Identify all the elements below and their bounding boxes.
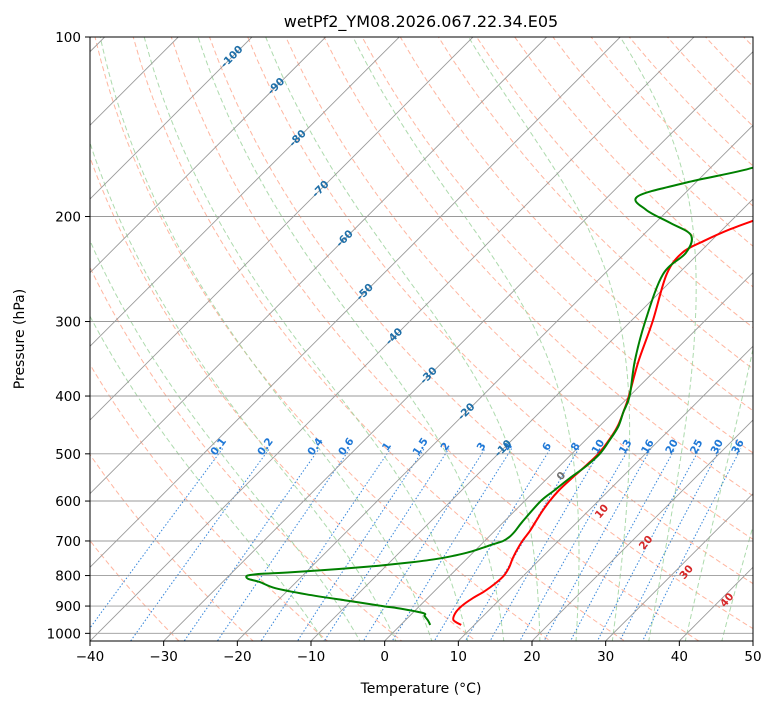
x-tick-label: −40 (76, 649, 105, 665)
x-tick-label: −10 (297, 649, 326, 665)
dry-adiabat-line (94, 37, 552, 641)
dry-adiabat-line (247, 37, 753, 585)
isotherm-line (90, 37, 548, 495)
dry-adiabats (90, 37, 753, 641)
dewpoint-profile-line (245, 166, 753, 626)
dry-adiabat-line (90, 266, 403, 641)
x-axis: −40 −30 −20 −10 0 10 20 30 40 50 (76, 641, 762, 665)
dry-adiabat-line (90, 453, 254, 641)
dry-adiabat-line (476, 37, 753, 329)
x-tick-label: 20 (523, 649, 540, 665)
moist-adiabat-line (352, 37, 580, 641)
y-tick-label: 100 (55, 30, 81, 46)
isobars (90, 37, 753, 634)
y-axis-label: Pressure (hPa) (12, 289, 28, 389)
y-tick-label: 400 (55, 389, 81, 405)
y-tick-label: 600 (55, 494, 81, 510)
isotherm-line (604, 492, 753, 641)
isotherm-line (310, 198, 753, 641)
isotherm-line (90, 37, 179, 126)
y-tick-label: 300 (55, 315, 81, 331)
isotherm-line (90, 37, 621, 568)
plot-area: 0.1 0.2 0.4 0.6 1 1.5 2 3 4 6 8 10 13 16 20 25 30 36-100-… (90, 37, 753, 641)
x-tick-label: −20 (223, 649, 252, 665)
y-tick-label: 1000 (47, 626, 81, 642)
isotherm-line (90, 37, 253, 200)
mixing-ratio-line (362, 448, 486, 641)
dry-adiabat-line (208, 37, 753, 630)
isotherm-line (90, 37, 400, 347)
x-tick-label: 40 (671, 649, 688, 665)
moist-adiabat-line (265, 37, 541, 641)
isotherm-line (90, 37, 474, 421)
isotherm-line (531, 419, 753, 641)
x-axis-label: Temperature (°C) (360, 681, 482, 697)
isotherm-line (162, 51, 753, 641)
x-tick-label: 50 (744, 649, 761, 665)
x-tick-label: 10 (450, 649, 467, 665)
isotherm-line (236, 124, 753, 641)
mixing-ratio-line (642, 448, 742, 641)
mixing-ratio-line (260, 448, 392, 641)
y-tick-label: 700 (55, 534, 81, 550)
x-tick-label: 30 (597, 649, 614, 665)
moist-adiabat-line (468, 37, 631, 641)
y-tick-label: 900 (55, 599, 81, 615)
y-tick-label: 200 (55, 210, 81, 226)
dry-adiabat-line (514, 37, 753, 288)
x-tick-label: −30 (149, 649, 178, 665)
dry-adiabat-line (132, 37, 626, 641)
sounding-profiles (245, 166, 753, 626)
isotherm-line (457, 345, 753, 641)
chart-title: wetPf2_YM08.2026.067.22.34.E05 (284, 12, 558, 32)
dry-adiabat-line (90, 363, 329, 641)
moist-adiabat-line (721, 524, 753, 641)
isotherm-line (90, 37, 327, 274)
y-tick-label: 800 (55, 569, 81, 585)
isotherm-line (90, 37, 695, 641)
y-axis: 1000 900 800 700 600 500 400 300 200 100 (47, 30, 90, 642)
moist-adiabat-line (619, 37, 697, 641)
dry-adiabat-line (90, 539, 180, 641)
moist-adiabat-line (90, 315, 325, 641)
plot-frame (89, 36, 754, 642)
x-tick-label: 0 (380, 649, 389, 665)
dry-adiabat-line (361, 37, 753, 454)
dry-adiabat-line (170, 37, 700, 641)
y-tick-label: 500 (55, 447, 81, 463)
